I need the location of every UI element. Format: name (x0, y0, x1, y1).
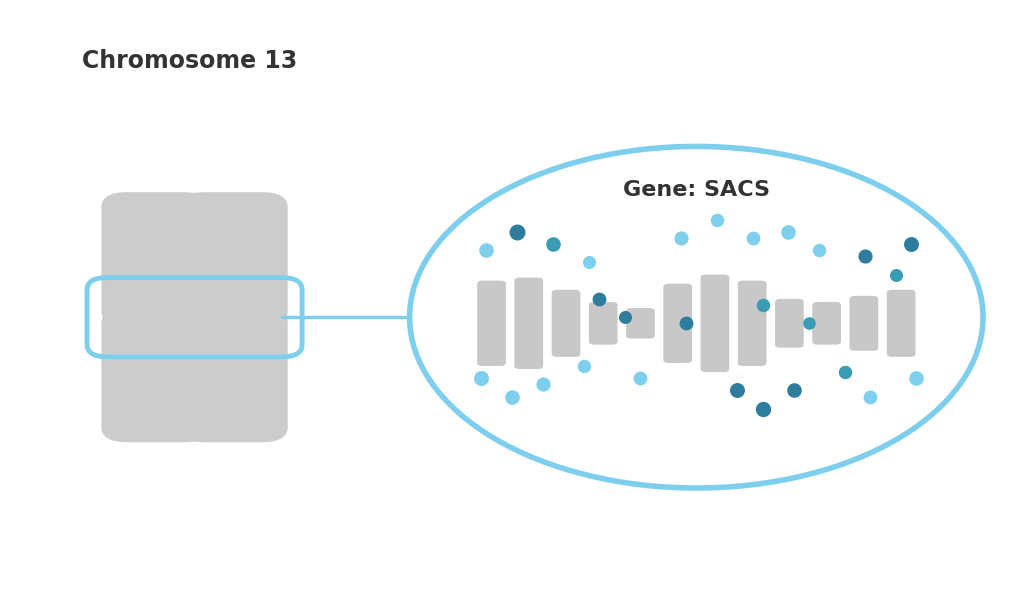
Ellipse shape (142, 302, 168, 332)
Ellipse shape (221, 302, 247, 332)
FancyBboxPatch shape (700, 274, 729, 372)
Point (545, 239, 561, 249)
FancyBboxPatch shape (101, 192, 210, 326)
Point (616, 312, 633, 322)
FancyBboxPatch shape (812, 302, 841, 345)
Point (535, 379, 551, 389)
Circle shape (410, 146, 983, 488)
Point (755, 404, 771, 414)
Point (504, 392, 520, 401)
Point (581, 257, 597, 267)
FancyBboxPatch shape (179, 192, 288, 326)
Point (811, 245, 827, 255)
FancyBboxPatch shape (589, 302, 617, 345)
Point (709, 215, 725, 224)
Point (780, 227, 797, 237)
Point (888, 270, 904, 279)
Point (908, 373, 925, 383)
Point (509, 227, 525, 237)
Text: Chromosome 13: Chromosome 13 (82, 49, 297, 73)
Point (755, 300, 771, 310)
FancyBboxPatch shape (477, 281, 506, 366)
Point (857, 251, 873, 261)
FancyBboxPatch shape (626, 308, 654, 339)
Point (785, 386, 802, 395)
FancyBboxPatch shape (179, 308, 288, 442)
Point (632, 373, 648, 383)
FancyBboxPatch shape (887, 290, 915, 357)
FancyBboxPatch shape (775, 299, 804, 348)
FancyBboxPatch shape (664, 284, 692, 363)
Point (729, 386, 745, 395)
FancyBboxPatch shape (514, 278, 543, 369)
FancyBboxPatch shape (552, 290, 581, 357)
FancyBboxPatch shape (738, 281, 767, 366)
Point (478, 245, 495, 255)
Point (837, 367, 853, 377)
Point (575, 361, 592, 371)
Point (744, 233, 761, 243)
Point (591, 294, 607, 304)
Point (903, 239, 920, 249)
Point (862, 392, 879, 401)
Point (673, 233, 689, 243)
FancyBboxPatch shape (101, 308, 210, 442)
Point (473, 373, 489, 383)
Point (678, 318, 694, 328)
Point (801, 318, 817, 328)
FancyBboxPatch shape (850, 296, 879, 351)
Text: Gene: SACS: Gene: SACS (623, 180, 770, 200)
